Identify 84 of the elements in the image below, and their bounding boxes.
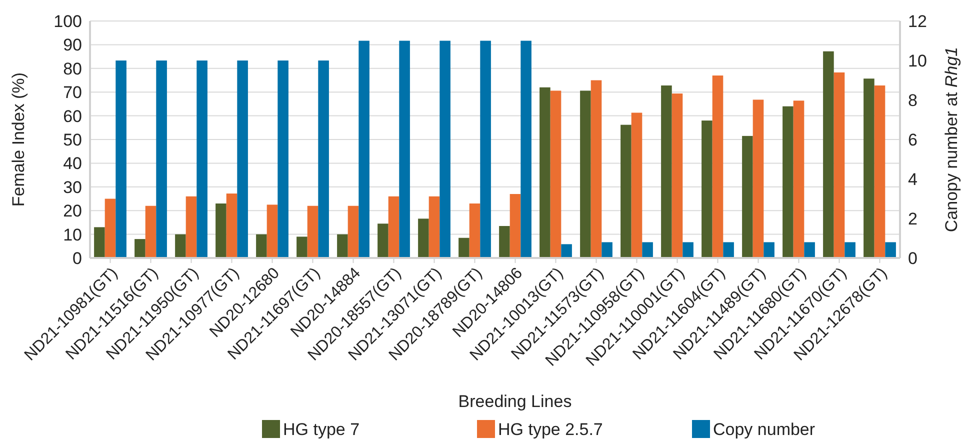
bar — [145, 206, 156, 258]
bar — [348, 206, 359, 258]
bar — [540, 87, 550, 258]
bar — [864, 78, 874, 258]
bar — [580, 90, 591, 258]
bar — [399, 40, 410, 258]
y2-tick-label: 6 — [908, 130, 918, 150]
bar — [266, 204, 278, 258]
x-axis-title: Breeding Lines — [458, 392, 572, 411]
bar — [793, 100, 804, 258]
y2-tick-label: 4 — [908, 170, 918, 189]
y-tick-label: 90 — [63, 36, 82, 55]
bar — [764, 242, 774, 258]
bar — [186, 196, 197, 258]
y2-tick-label: 8 — [908, 90, 918, 110]
bar — [196, 60, 208, 258]
bar — [672, 94, 683, 258]
bar — [804, 242, 815, 258]
y-tick-label: 50 — [63, 130, 82, 150]
y2-tick-label: 2 — [908, 209, 918, 228]
y-tick-label: 100 — [54, 12, 82, 31]
bar — [237, 60, 248, 258]
y-tick-label: 80 — [63, 59, 82, 78]
bar — [278, 60, 288, 258]
bar — [226, 194, 238, 258]
bar — [116, 60, 126, 258]
bar — [561, 244, 572, 258]
y-tick-label: 20 — [63, 202, 82, 221]
bar — [358, 40, 370, 258]
bar — [499, 226, 510, 258]
bar — [874, 85, 886, 258]
bar — [602, 242, 612, 258]
y-tick-label: 10 — [63, 225, 82, 244]
bar — [742, 136, 753, 258]
bar — [156, 60, 167, 258]
legend-label: HG type 2.5.7 — [498, 420, 603, 439]
y-tick-label: 40 — [63, 154, 82, 174]
bar — [216, 203, 226, 258]
bar — [702, 120, 712, 258]
bar — [782, 106, 794, 258]
bar — [510, 194, 521, 258]
bar — [823, 51, 834, 258]
legend-label: Copy number — [713, 420, 816, 439]
bar — [752, 100, 764, 258]
bar — [337, 234, 348, 258]
bar — [590, 80, 602, 258]
y2-tick-label: 12 — [908, 12, 927, 31]
bar — [134, 239, 146, 258]
y-axis-title: Female Index (%) — [8, 72, 28, 207]
bar — [620, 124, 632, 258]
bar — [469, 203, 480, 258]
bar — [440, 40, 450, 258]
bar — [712, 76, 724, 258]
bar — [458, 238, 470, 258]
y2-tick-label: 10 — [908, 51, 927, 70]
legend-label: HG type 7 — [283, 420, 360, 439]
bar — [175, 234, 186, 258]
bar — [723, 242, 734, 258]
bar — [388, 196, 400, 258]
y-tick-label: 60 — [63, 106, 82, 126]
bar — [480, 40, 491, 258]
bar — [104, 198, 116, 258]
bar — [682, 242, 694, 258]
bar — [378, 224, 388, 258]
bar — [520, 40, 532, 258]
bar — [642, 242, 653, 258]
bar — [885, 242, 896, 258]
y2-axis-title: Canopy number at Rhg1 — [942, 46, 961, 232]
y-tick-label: 0 — [72, 248, 82, 268]
bar — [631, 112, 642, 258]
bar — [296, 236, 308, 258]
bar — [418, 218, 429, 258]
bar — [307, 206, 318, 258]
y-tick-label: 70 — [63, 83, 82, 102]
bar — [428, 196, 440, 258]
y2-tick-label: 0 — [908, 248, 918, 268]
y-tick-label: 30 — [63, 178, 82, 197]
bar — [550, 90, 562, 258]
bar — [834, 72, 845, 258]
bar — [256, 234, 267, 258]
bar — [844, 242, 856, 258]
bar — [661, 85, 672, 258]
bar — [318, 60, 329, 258]
bar — [94, 227, 105, 258]
